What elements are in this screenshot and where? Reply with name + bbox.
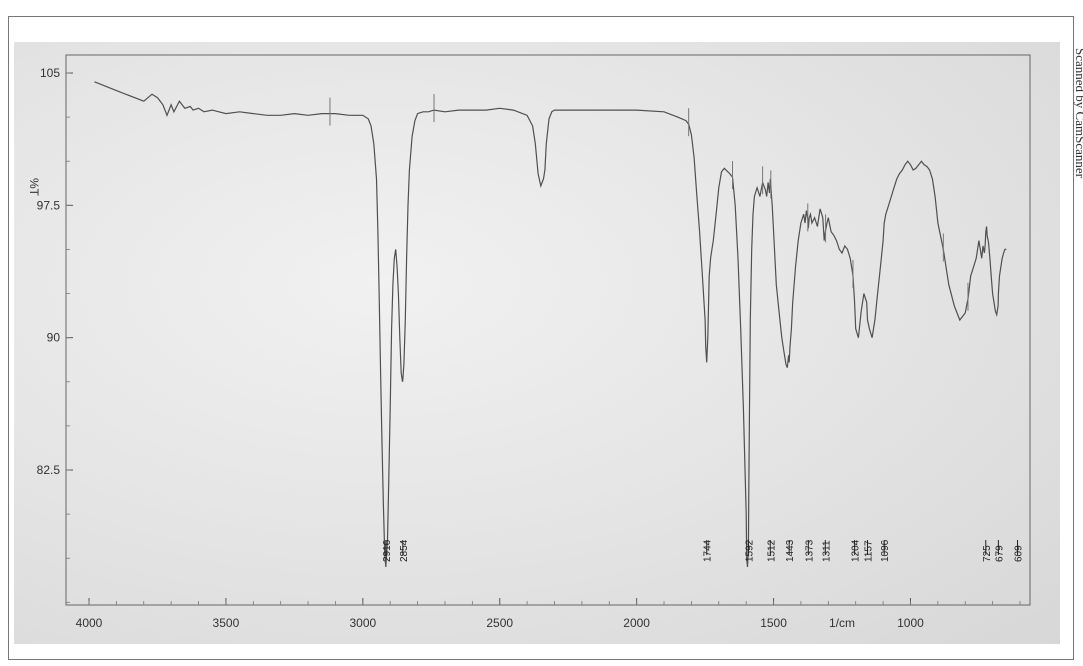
scanned-paper [14, 42, 1060, 644]
peak-label-3: 1592 [744, 539, 755, 562]
peak-label-6: 1373 [804, 539, 815, 562]
watermark-text: Scanned by CamScanner [1073, 48, 1083, 179]
x-tick-label-0: 4000 [76, 616, 103, 630]
x-tick-label-5: 1500 [760, 616, 787, 630]
peak-label-1: 2854 [399, 539, 410, 562]
y-tick-label-1: 97.5 [37, 198, 61, 212]
axes [65, 54, 1031, 606]
peak-label-0: 2916 [382, 539, 393, 562]
peak-label-8: 1204 [851, 539, 862, 562]
watermark: Scanned by CamScanner [1073, 48, 1083, 179]
y-tick-label-2: 90 [47, 331, 61, 345]
peak-label-9: 1157 [864, 540, 875, 562]
peak-labels: 2916 2854 1744 1592 1512 1443 1373 1311 1204 1157… [382, 539, 1025, 562]
labels: 105 97.5 90 82.5 %T 4000 3500 3000 2500 2000 1500 1… [27, 66, 924, 630]
peak-label-4: 1512 [766, 539, 777, 562]
peak-label-10: 1096 [880, 539, 891, 562]
spectrum-line [94, 81, 1007, 568]
x-unit-label: 1/cm [829, 616, 855, 630]
peak-label-13: 609 [1014, 545, 1025, 562]
y-tick-label-0: 105 [40, 66, 60, 80]
x-tick-label-6: 1000 [897, 616, 924, 630]
peak-label-12: 679 [994, 545, 1005, 562]
x-tick-label-1: 3500 [213, 616, 240, 630]
y-tick-label-3: 82.5 [37, 463, 61, 477]
x-tick-label-4: 2000 [623, 616, 650, 630]
peak-label-11: 725 [982, 545, 993, 562]
peak-label-5: 1443 [785, 539, 796, 562]
peak-label-7: 1311 [821, 540, 832, 562]
peak-marks [329, 94, 969, 311]
tick-marks [66, 72, 1021, 605]
plot-border [65, 54, 1031, 606]
x-tick-label-2: 3000 [349, 616, 376, 630]
peak-label-2: 1744 [703, 539, 714, 562]
y-axis-label: %T [27, 178, 41, 197]
x-tick-label-3: 2500 [486, 616, 513, 630]
